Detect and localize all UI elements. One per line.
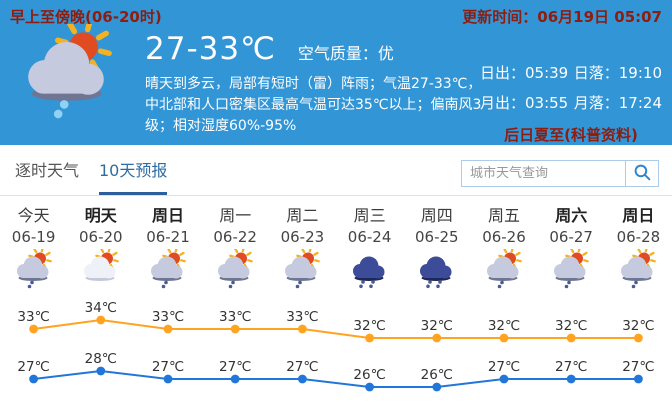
forecast-day-column[interactable]: 周三 06-24 <box>336 197 403 293</box>
forecast-day-column[interactable]: 周四 06-25 <box>403 197 470 293</box>
sun-cloud-rain-icon <box>269 249 336 293</box>
ten-day-forecast: 今天 06-19 明天 06-20 周日 06-21 <box>0 197 672 406</box>
svg-text:32℃: 32℃ <box>421 318 453 334</box>
day-date: 06-24 <box>347 228 392 246</box>
svg-text:32℃: 32℃ <box>488 318 520 334</box>
sun-cloud-rain-icon <box>470 249 537 293</box>
tab-bar: 逐时天气 10天预报 <box>0 145 672 196</box>
svg-text:33℃: 33℃ <box>152 309 184 325</box>
forecast-day-column[interactable]: 周一 06-22 <box>202 197 269 293</box>
forecast-period-label: 早上至傍晚(06-20时) <box>10 8 162 26</box>
day-name: 周二 <box>286 206 319 225</box>
update-time: 更新时间：06月19日 05:07 <box>462 8 662 26</box>
moonset-time: 月落：17:24 <box>573 94 662 112</box>
weather-header: 早上至傍晚(06-20时) 更新时间：06月19日 05:07 27-33℃ 空… <box>0 0 672 145</box>
forecast-days: 今天 06-19 明天 06-20 周日 06-21 <box>0 197 672 293</box>
search-icon <box>633 163 652 185</box>
svg-text:32℃: 32℃ <box>622 318 654 334</box>
day-name: 周一 <box>219 206 252 225</box>
svg-text:27℃: 27℃ <box>17 359 49 375</box>
weather-description: 晴天到多云，局部有短时（雷）阵雨；气温27-33℃，中北部和人口密集区最高气温可… <box>145 75 482 134</box>
day-name: 周六 <box>555 206 588 225</box>
sunset-time: 日落：19:10 <box>573 64 662 82</box>
svg-text:33℃: 33℃ <box>17 309 49 325</box>
day-date: 06-19 <box>11 228 56 246</box>
svg-text:32℃: 32℃ <box>353 318 385 334</box>
sun-cloud-rain-icon <box>16 18 126 124</box>
day-date: 06-22 <box>213 228 257 246</box>
solar-term-link[interactable]: 后日夏至(科普资料) <box>504 126 638 144</box>
forecast-day-column[interactable]: 周日 06-21 <box>134 197 201 293</box>
sun-cloud-rain-icon <box>134 249 201 293</box>
sun-cloud-rain-icon <box>605 249 672 293</box>
day-name: 周五 <box>487 206 520 225</box>
svg-text:27℃: 27℃ <box>219 359 251 375</box>
moonrise-time: 月出：03:55 <box>480 94 569 112</box>
svg-text:33℃: 33℃ <box>286 309 318 325</box>
svg-text:26℃: 26℃ <box>353 367 385 383</box>
day-date: 06-23 <box>280 228 325 246</box>
temperature-range: 27-33℃ <box>145 31 276 67</box>
svg-text:27℃: 27℃ <box>152 359 184 375</box>
sun-cloud-rain-icon <box>538 249 605 293</box>
city-search-box <box>461 160 659 187</box>
svg-text:27℃: 27℃ <box>622 359 654 375</box>
search-input[interactable] <box>462 161 625 186</box>
forecast-day-column[interactable]: 周五 06-26 <box>470 197 537 293</box>
forecast-day-column[interactable]: 周二 06-23 <box>269 197 336 293</box>
day-date: 06-25 <box>414 228 459 246</box>
sun-cloud-icon <box>67 249 134 293</box>
day-date: 06-27 <box>549 228 593 246</box>
day-name: 明天 <box>84 206 117 225</box>
day-date: 06-28 <box>616 228 661 246</box>
forecast-day-column[interactable]: 周六 06-27 <box>538 197 605 293</box>
tab-hourly-weather[interactable]: 逐时天气 <box>15 161 80 180</box>
day-name: 周日 <box>151 206 184 225</box>
sun-cloud-rain-icon <box>202 249 269 293</box>
svg-text:33℃: 33℃ <box>219 309 251 325</box>
air-quality: 空气质量：优 <box>297 44 394 63</box>
forecast-day-column[interactable]: 今天 06-19 <box>0 197 67 293</box>
day-date: 06-20 <box>78 228 123 246</box>
svg-text:26℃: 26℃ <box>421 367 453 383</box>
current-weather-info: 27-33℃ 空气质量：优 晴天到多云，局部有短时（雷）阵雨；气温27-33℃，… <box>145 33 495 137</box>
sun-cloud-rain-icon <box>0 249 67 293</box>
temperature-chart: 33℃ 34℃ 33℃ 33℃ 33℃ 32℃ 32℃ 32℃ 32℃ 32℃ 27℃ 28℃ 27℃ 2… <box>17 300 655 392</box>
rain-icon <box>336 249 403 293</box>
svg-text:27℃: 27℃ <box>555 359 587 375</box>
svg-text:27℃: 27℃ <box>286 359 318 375</box>
svg-text:28℃: 28℃ <box>85 351 117 367</box>
day-name: 周三 <box>353 206 386 225</box>
svg-text:27℃: 27℃ <box>488 359 520 375</box>
day-date: 06-26 <box>482 228 526 246</box>
day-name: 周四 <box>420 206 453 225</box>
sunrise-time: 日出：05:39 <box>480 64 569 82</box>
rain-icon <box>403 249 470 293</box>
day-date: 06-21 <box>146 228 190 246</box>
sun-moon-panel: 日出：05:39 日落：19:10 月出：03:55 月落：17:24 后日夏至… <box>480 62 662 145</box>
day-name: 今天 <box>17 206 50 225</box>
search-button[interactable] <box>625 161 658 186</box>
day-name: 周日 <box>622 206 655 225</box>
forecast-day-column[interactable]: 周日 06-28 <box>605 197 672 293</box>
svg-text:34℃: 34℃ <box>85 300 117 316</box>
svg-text:32℃: 32℃ <box>555 318 587 334</box>
tab-ten-day-forecast[interactable]: 10天预报 <box>99 145 168 195</box>
forecast-day-column[interactable]: 明天 06-20 <box>67 197 134 293</box>
